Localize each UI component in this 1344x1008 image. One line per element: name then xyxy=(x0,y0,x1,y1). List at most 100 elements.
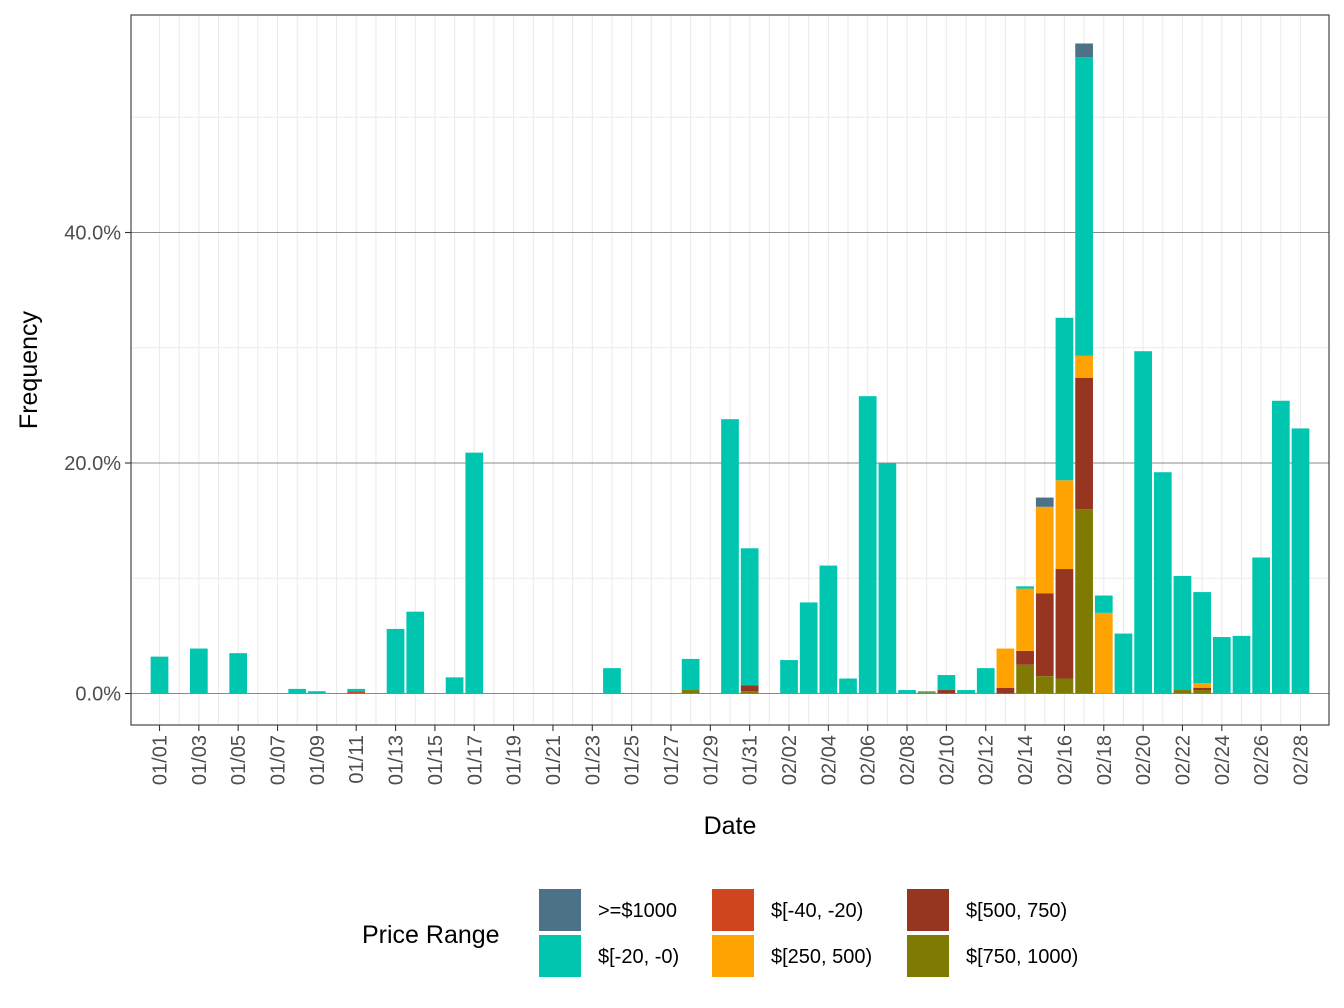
y-tick-label: 0.0% xyxy=(75,684,121,706)
legend-key xyxy=(712,889,754,931)
bar-segment xyxy=(1153,472,1172,694)
legend-label: $[-20, -0) xyxy=(598,946,679,968)
bar-segment xyxy=(1075,355,1093,378)
x-tick-label: 02/08 xyxy=(897,735,919,785)
bar-segment xyxy=(681,658,700,691)
x-tick-label: 01/19 xyxy=(504,735,526,785)
bar-segment xyxy=(976,668,995,694)
bar-segment xyxy=(1035,676,1054,694)
legend-label: $[750, 1000) xyxy=(966,946,1078,968)
x-tick-label: 02/24 xyxy=(1212,735,1234,785)
bar-segment xyxy=(1016,586,1034,589)
bar-segment xyxy=(465,452,484,694)
bar-segment xyxy=(898,690,916,694)
bar-segment xyxy=(1252,557,1271,694)
x-tick-label: 02/06 xyxy=(858,735,880,785)
bar-segment xyxy=(1055,569,1074,679)
bar-segment xyxy=(996,648,1015,688)
bar-segment xyxy=(1055,678,1074,694)
bar-segment xyxy=(1016,664,1034,694)
x-tick-label: 01/25 xyxy=(622,735,644,785)
bar-segment xyxy=(1193,592,1211,684)
legend-key xyxy=(712,935,754,977)
bar-segment xyxy=(1291,428,1310,694)
legend-key xyxy=(907,935,949,977)
bar-segment xyxy=(1035,593,1054,677)
x-tick-label: 01/03 xyxy=(189,735,211,785)
bar-segment xyxy=(288,688,307,694)
x-tick-label: 01/15 xyxy=(425,735,447,785)
bar-segment xyxy=(1271,400,1290,694)
bar-segment xyxy=(917,692,936,694)
legend-key xyxy=(539,935,581,977)
bar-segment xyxy=(878,463,897,694)
bar-segment xyxy=(1094,595,1113,613)
bar-segment xyxy=(1114,633,1133,694)
x-tick-label: 02/04 xyxy=(818,735,840,785)
bar-segment xyxy=(229,653,248,694)
bar-segment xyxy=(740,691,759,694)
x-axis: 01/01 01/03 01/05 01/07 01/09 01/11 01/13 01/15… xyxy=(150,725,1313,785)
bar-segment xyxy=(740,548,759,686)
x-tick-label: 02/10 xyxy=(936,735,958,785)
y-tick-label: 20.0% xyxy=(64,453,121,475)
bar-segment xyxy=(150,656,169,694)
legend-label: $[-40, -20) xyxy=(771,900,863,922)
x-tick-label: 01/13 xyxy=(386,735,408,785)
bar-segment xyxy=(386,628,405,694)
bar-segment xyxy=(1055,317,1074,481)
bar-segment xyxy=(189,648,208,694)
bar-segment xyxy=(1075,509,1093,694)
x-tick-label: 01/09 xyxy=(307,735,329,785)
bar-segment xyxy=(1035,506,1054,594)
legend-key xyxy=(907,889,949,931)
bar-segment xyxy=(1173,575,1192,691)
legend-title: Price Range xyxy=(362,921,500,949)
bar-segment xyxy=(1055,480,1074,570)
bar-segment xyxy=(721,419,739,694)
x-tick-label: 01/27 xyxy=(661,735,683,785)
bar-segment xyxy=(1035,497,1054,507)
bar-segment xyxy=(1075,377,1093,510)
bar-segment xyxy=(1212,637,1231,694)
bar-segment xyxy=(1134,351,1152,694)
y-axis: 0.0% 20.0% 40.0% xyxy=(64,223,131,706)
bar-segment xyxy=(681,690,700,694)
legend-label: $[500, 750) xyxy=(966,900,1067,922)
x-tick-label: 02/16 xyxy=(1054,735,1076,785)
legend-key xyxy=(539,889,581,931)
bar-segment xyxy=(1075,43,1093,58)
bar-segment xyxy=(1016,588,1034,651)
bar-segment xyxy=(1193,683,1211,688)
x-tick-label: 01/07 xyxy=(268,735,290,785)
x-tick-label: 01/17 xyxy=(464,735,486,785)
legend: Price Range >=$1000 $[-20, -0) $[-40, -20)… xyxy=(362,889,1078,977)
x-tick-label: 02/02 xyxy=(779,735,801,785)
bar-segment xyxy=(347,691,366,694)
bar-segment xyxy=(603,668,621,694)
bar-segment xyxy=(1016,650,1034,665)
x-tick-label: 01/05 xyxy=(228,735,250,785)
bar-segment xyxy=(1094,612,1113,694)
bar-segment xyxy=(996,687,1015,694)
x-tick-label: 02/28 xyxy=(1291,735,1313,785)
legend-label: $[250, 500) xyxy=(771,946,872,968)
bar-segment xyxy=(819,565,838,694)
bar-segment xyxy=(445,677,464,694)
y-tick-label: 40.0% xyxy=(64,223,121,245)
x-tick-label: 02/14 xyxy=(1015,735,1037,785)
bar-segment xyxy=(1232,635,1251,694)
bar-segment xyxy=(839,678,857,694)
x-axis-title: Date xyxy=(704,812,757,840)
legend-label: >=$1000 xyxy=(598,900,677,922)
bar-segment xyxy=(1173,690,1192,694)
bar-segment xyxy=(308,691,326,694)
bar-segment xyxy=(917,691,936,693)
bar-segment xyxy=(1193,690,1211,694)
bar-segment xyxy=(1075,57,1093,356)
bar-segment xyxy=(780,660,798,694)
x-tick-label: 01/21 xyxy=(543,735,565,785)
bar-segment xyxy=(740,685,759,692)
